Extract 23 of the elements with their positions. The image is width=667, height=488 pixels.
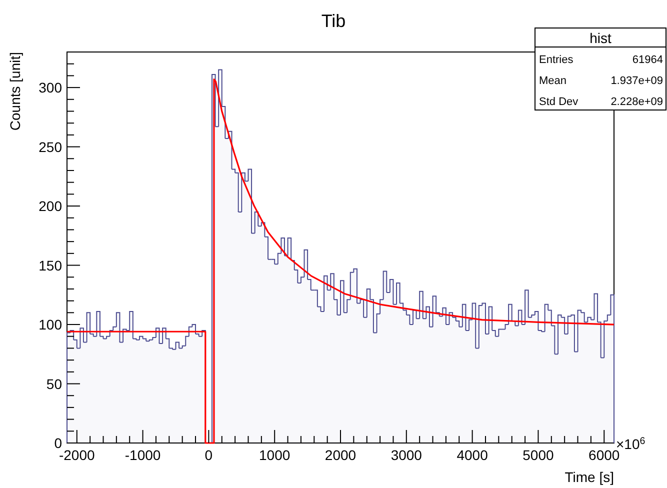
x-tick-label: 0 [204, 447, 213, 463]
y-tick-label: 150 [38, 257, 62, 274]
x-tick-label: 3000 [390, 447, 422, 463]
y-tick-label: 100 [38, 316, 62, 333]
y-tick-label: 200 [38, 198, 62, 214]
text: hist [590, 30, 612, 46]
y-tick-label: 300 [38, 80, 62, 96]
x-tick-label: 2000 [324, 447, 356, 463]
x-tick-label: 4000 [456, 447, 488, 463]
y-tick-label: 50 [46, 376, 62, 392]
annotation: Mean [539, 75, 567, 87]
x-tick-label: 5000 [522, 447, 554, 463]
annotation: 1.937e+09 [610, 75, 663, 87]
x-tick-label: -1000 [124, 447, 161, 463]
chart-title: Tib [321, 11, 346, 31]
x-axis-title: Time [s] [564, 469, 614, 485]
x-tick-label: 1000 [259, 447, 290, 463]
annotation: Entries [539, 54, 574, 66]
annotation: Std Dev [539, 96, 579, 108]
text: 61964 [632, 54, 663, 66]
y-axis-title: Counts [unit] [7, 52, 23, 131]
annotation: 2.228e+09 [610, 96, 663, 108]
y-tick-label: 250 [38, 138, 62, 155]
